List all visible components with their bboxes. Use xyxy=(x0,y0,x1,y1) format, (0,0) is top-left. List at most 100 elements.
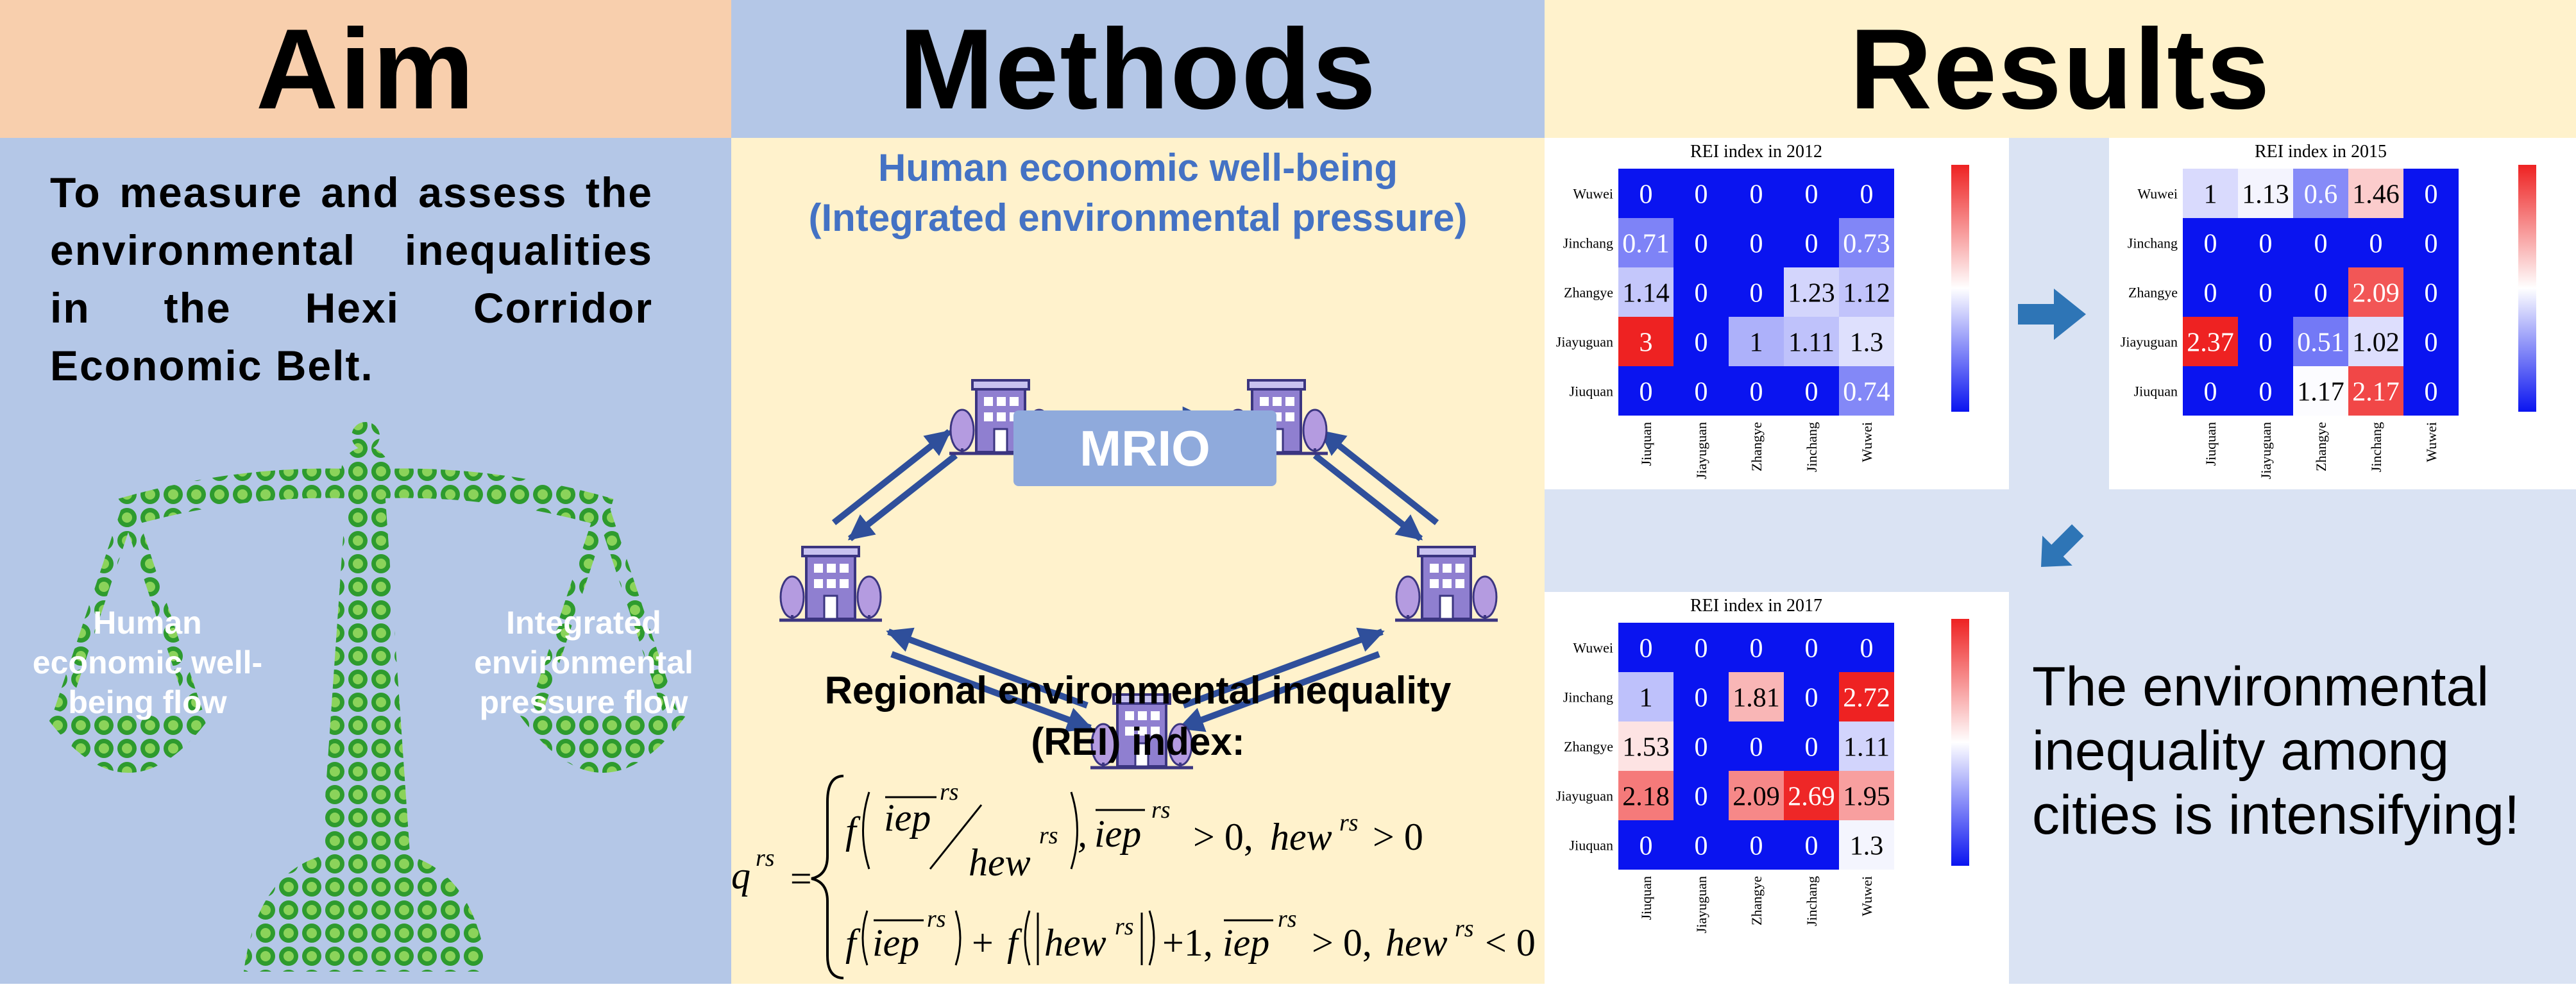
svg-text:hew: hew xyxy=(969,841,1031,884)
methods-panel: Methods Human economic well-being (Integ… xyxy=(731,0,1545,984)
cell-value: 1.17 xyxy=(2297,378,2344,407)
row-tick-label: Zhangye xyxy=(2128,285,2178,301)
svg-text:f: f xyxy=(845,922,861,964)
environmental-pressure-flow-label: Integrated environmental pressure flow xyxy=(474,605,693,720)
cell-value: 1.12 xyxy=(1843,279,1890,308)
heatmap-cell xyxy=(1784,169,1839,218)
heatmap-cell xyxy=(1674,218,1729,267)
colorbar xyxy=(2518,165,2536,412)
col-tick-label: Zhangye xyxy=(1749,422,1765,471)
heatmap-cell xyxy=(2183,218,2238,267)
cell-value: 3 xyxy=(1640,328,1653,358)
heatmap-cell xyxy=(1784,218,1839,267)
cell-value: 0 xyxy=(1750,378,1763,407)
cell-value: 0 xyxy=(1805,634,1818,664)
heatmap-cell xyxy=(1839,366,1894,416)
heatmap-cell xyxy=(2348,317,2403,366)
cell-value: 0 xyxy=(1805,684,1818,713)
cell-value: 1 xyxy=(2204,180,2217,210)
cell-value: 0 xyxy=(1695,378,1708,407)
aim-panel: Aim To measure and assess the environmen… xyxy=(0,0,731,984)
row-tick-label: Wuwei xyxy=(1573,640,1613,656)
cell-value: 2.69 xyxy=(1788,782,1835,812)
col-tick-label: Wuwei xyxy=(1859,422,1875,462)
svg-text:f: f xyxy=(1007,922,1022,964)
svg-text:rs: rs xyxy=(1039,822,1058,849)
heatmap-card-2017: REI index in 2017 0 0 0 0 0 1 0 1.81 0 2.72 1.53 0 0 0… xyxy=(1545,592,2009,984)
heatmap-cell xyxy=(2238,267,2293,317)
heatmap-2017: REI index in 2017 0 0 0 0 0 1 0 1.81 0 2.72 1.53 0 0 0… xyxy=(1556,596,1969,933)
cell-value: 0 xyxy=(1695,328,1708,358)
heatmap-cell xyxy=(2348,218,2403,267)
cell-value: 0 xyxy=(2425,180,2438,210)
cell-value: 0 xyxy=(2259,378,2273,407)
heatmap-cell xyxy=(1674,317,1729,366)
heatmap-cell xyxy=(1839,771,1894,820)
row-tick-label: Jiuquan xyxy=(2134,384,2178,400)
heatmap-cell xyxy=(1839,721,1894,771)
svg-text:,: , xyxy=(1078,813,1087,855)
col-tick-label: Jinchang xyxy=(2368,422,2384,472)
results-conclusion: The environmental inequality among citie… xyxy=(2032,656,2520,846)
heatmap-cell xyxy=(2403,218,2459,267)
heatmap-cell xyxy=(1784,672,1839,721)
cell-value: 1.11 xyxy=(1843,733,1890,763)
svg-text:iep: iep xyxy=(884,797,931,839)
arrow-right-icon xyxy=(2018,289,2086,340)
row-tick-label: Zhangye xyxy=(1564,739,1613,755)
human-wellbeing-flow-label: Human economic well-being flow xyxy=(32,605,263,720)
cell-value: 0 xyxy=(1640,832,1653,861)
heatmap-cell xyxy=(2183,169,2238,218)
heatmap-cell xyxy=(1784,623,1839,672)
arrow-down-left-icon xyxy=(2041,524,2084,567)
heatmap-cell xyxy=(1784,771,1839,820)
col-tick-label: Jiayuguan xyxy=(1693,422,1709,479)
heatmap-cell xyxy=(1618,267,1674,317)
heatmap-cell xyxy=(1839,623,1894,672)
row-tick-label: Jiayuguan xyxy=(2121,334,2178,350)
cell-value: 0 xyxy=(1750,733,1763,763)
col-tick-label: Jiayuguan xyxy=(1693,876,1709,933)
cell-value: 0 xyxy=(1695,684,1708,713)
heatmap-cell xyxy=(1729,169,1784,218)
heatmap-cell xyxy=(1674,771,1729,820)
col-tick-label: Jinchang xyxy=(1804,876,1820,926)
cell-value: 0 xyxy=(2369,230,2383,259)
heatmap-cell xyxy=(1618,721,1674,771)
cell-value: 1.3 xyxy=(1850,832,1884,861)
heatmap-cell xyxy=(2293,317,2348,366)
svg-text:=: = xyxy=(788,857,814,900)
heatmap-cell xyxy=(1784,267,1839,317)
cell-value: 0 xyxy=(1750,279,1763,308)
svg-text:rs: rs xyxy=(1455,915,1474,942)
cell-value: 0.74 xyxy=(1843,378,1890,407)
cell-value: 1.02 xyxy=(2352,328,2400,358)
col-tick-label: Jiuquan xyxy=(1638,422,1654,466)
heatmap-cell xyxy=(1674,672,1729,721)
cell-value: 0 xyxy=(1860,634,1874,664)
cell-value: 0 xyxy=(1750,832,1763,861)
cell-value: 0 xyxy=(1695,733,1708,763)
heatmap-cell xyxy=(2293,366,2348,416)
svg-text:iep: iep xyxy=(872,922,919,964)
heatmap-cell xyxy=(2238,169,2293,218)
heatmap-cell xyxy=(1729,672,1784,721)
heatmap-2015: REI index in 2015 1 1.13 0.6 1.46 0 0 0 0 0 0 0 0 0 2.… xyxy=(2121,142,2536,479)
col-tick-label: Jiayuguan xyxy=(2258,422,2274,479)
colorbar xyxy=(1951,165,1969,412)
aim-header: Aim xyxy=(0,0,731,138)
heatmap-cell xyxy=(1729,317,1784,366)
svg-text:iep: iep xyxy=(1094,813,1141,855)
heatmap-cell xyxy=(2293,218,2348,267)
row-tick-label: Jiayuguan xyxy=(1556,788,1613,804)
heatmap-cell xyxy=(1618,672,1674,721)
heatmap-cell xyxy=(1729,771,1784,820)
svg-text:rs: rs xyxy=(927,906,946,932)
cell-value: 0 xyxy=(2204,230,2217,259)
svg-text:> 0,: > 0, xyxy=(1312,922,1372,964)
row-tick-label: Jinchang xyxy=(2128,235,2178,251)
heatmap-cell xyxy=(1618,623,1674,672)
heatmap-cell xyxy=(2293,169,2348,218)
heatmap-cell xyxy=(1839,317,1894,366)
cell-value: 0 xyxy=(2425,279,2438,308)
